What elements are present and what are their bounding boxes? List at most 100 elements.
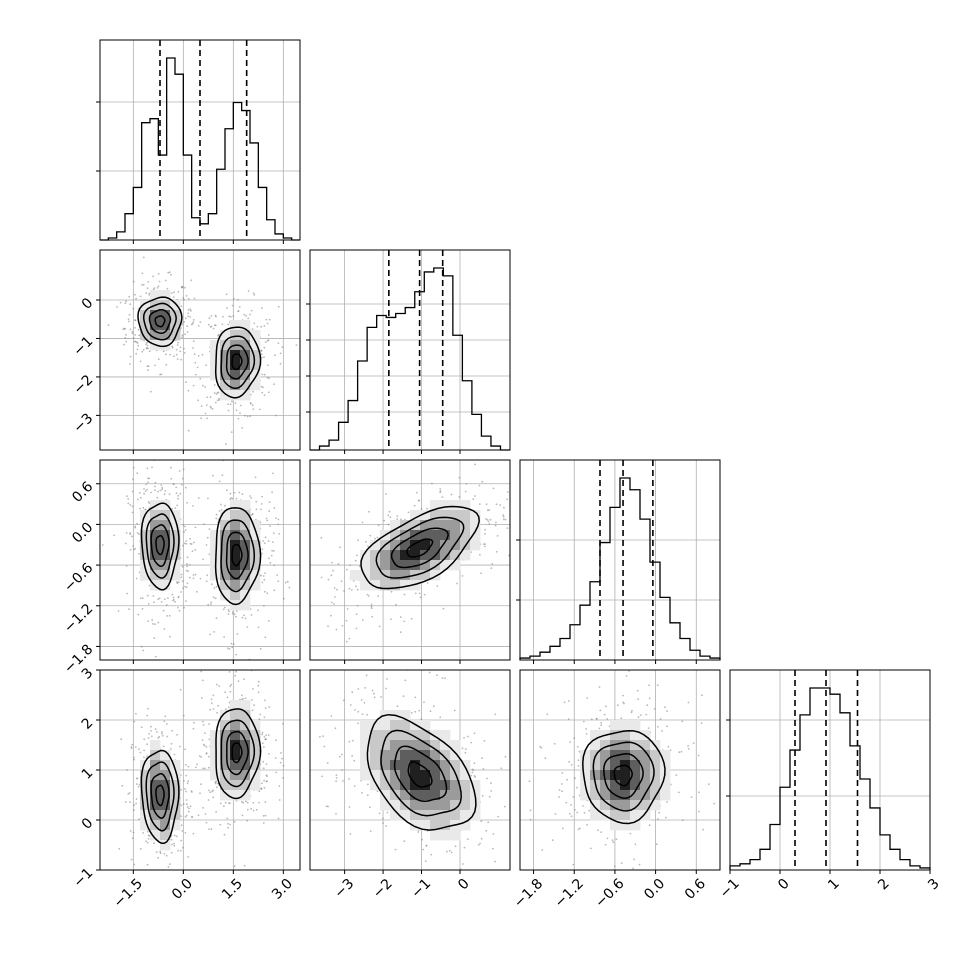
scatter-panel-2-0-point-1-257: [224, 504, 226, 507]
y-tick-label-2-1: −1.2: [61, 601, 96, 636]
scatter-panel-3-0-point-0-332: [137, 785, 140, 788]
scatter-panel-3-0-point-0-60: [126, 769, 129, 771]
scatter-panel-3-0-cell-15-8: [250, 750, 261, 761]
scatter-panel-3-0-point-1-267: [255, 808, 258, 811]
scatter-panel-1-0-point-0-191: [134, 319, 137, 322]
scatter-panel-3-0-point-1-48: [201, 739, 204, 741]
scatter-panel-3-2-cell-7-10: [590, 770, 601, 781]
scatter-panel-3-2-cell-14-8: [660, 750, 671, 761]
scatter-panel-2-0-cell-13-4: [230, 500, 241, 511]
scatter-panel-3-0-cell-13-6: [230, 730, 241, 741]
scatter-panel-2-1-point-0-119: [327, 625, 329, 628]
scatter-panel-2-0-point-0-256: [184, 529, 187, 531]
scatter-panel-3-0-point-1-82: [212, 708, 215, 710]
scatter-panel-3-1-cell-10-9: [410, 760, 421, 771]
scatter-panel-1-0-point-1-57: [253, 322, 256, 325]
scatter-panel-1-0-cell-6-5: [160, 300, 171, 311]
scatter-panel-2-1-cell-15-6: [460, 520, 471, 531]
scatter-panel-1-0-point-0-241: [181, 334, 184, 337]
scatter-panel-2-1-point-0-138: [410, 617, 413, 620]
scatter-panel-3-1-point-0-295: [361, 792, 363, 794]
scatter-panel-3-2-cell-14-12: [660, 790, 671, 801]
scatter-panel-3-0-cell-14-4: [240, 710, 251, 721]
scatter-panel-2-0-point-1-171: [229, 498, 232, 501]
scatter-panel-3-0-point-1-75: [201, 679, 204, 682]
scatter-panel-2-0-point-1-363: [286, 580, 289, 583]
scatter-panel-3-2-point-0-95: [540, 746, 543, 749]
scatter-panel-3-1-cell-9-14: [400, 810, 411, 821]
scatter-panel-3-2-point-0-156: [681, 720, 684, 723]
scatter-panel-1-0-cell-12-13: [220, 380, 231, 391]
scatter-panel-3-0-point-0-354: [131, 743, 134, 746]
scatter-panel-3-0-cell-5-8: [150, 750, 161, 761]
scatter-panel-3-1-point-0-124: [392, 874, 394, 876]
scatter-panel-3-1-cell-12-8: [430, 750, 441, 761]
scatter-panel-3-1-contour-0-1: [380, 729, 462, 817]
scatter-panel-2-0-point-0-308: [136, 522, 138, 525]
scatter-panel-2-0-point-0-309: [117, 610, 120, 612]
scatter-panel-2-0-point-0-183: [129, 504, 132, 506]
scatter-panel-2-0-point-0-41: [158, 597, 161, 600]
scatter-panel-3-2-contour-0-1: [592, 741, 655, 812]
scatter-panel-3-2-cell-9-6: [610, 730, 621, 741]
scatter-panel-3-2-point-0-46: [622, 694, 624, 697]
scatter-panel-2-0-cell-7-9: [170, 550, 181, 561]
scatter-panel-3-0-point-1-356: [229, 685, 232, 688]
scatter-panel-3-1-point-0-276: [365, 674, 368, 677]
scatter-panel-3-0-point-0-184: [145, 840, 147, 843]
scatter-panel-1-0-point-1-328: [187, 389, 190, 392]
scatter-panel-3-0-cell-4-9: [140, 760, 151, 771]
scatter-panel-2-1-cell-11-10: [420, 560, 431, 571]
scatter-panel-3-0-point-0-246: [182, 803, 185, 805]
scatter-panel-2-0-point-1-295: [235, 615, 237, 618]
scatter-panel-1-0-point-1-186: [260, 385, 263, 388]
scatter-panel-3-2-point-0-177: [661, 730, 663, 732]
scatter-panel-3-0-cell-15-10: [250, 770, 261, 781]
scatter-panel-2-0-point-0-168: [192, 574, 195, 576]
scatter-panel-2-1-point-0-27: [407, 511, 410, 514]
scatter-panel-2-1-cell-5-12: [360, 580, 371, 591]
scatter-panel-1-0-point-1-85: [186, 325, 189, 327]
scatter-panel-1-0-point-1-175: [263, 394, 266, 396]
scatter-panel-3-0-point-1-377: [224, 691, 227, 694]
scatter-panel-1-0-point-1-294: [238, 306, 241, 308]
scatter-panel-3-0-cell-4-10: [140, 770, 151, 781]
scatter-panel-2-0-point-0-31: [132, 478, 134, 481]
scatter-panel-2-0-point-1-251: [278, 533, 281, 535]
scatter-panel-3-1-cell-10-10: [410, 770, 421, 781]
scatter-panel-3-0-point-0-277: [133, 804, 136, 807]
scatter-panel-1-0-point-0-207: [134, 340, 137, 343]
scatter-panel-3-1-cell-11-5: [420, 720, 431, 731]
scatter-panel-3-0-cell-6-13: [160, 800, 171, 811]
scatter-panel-3-2-frame: [519, 669, 721, 871]
scatter-panel-2-1-point-0-310: [488, 523, 491, 525]
scatter-panel-2-1-point-0-129: [426, 507, 428, 510]
scatter-panel-2-0-point-1-91: [210, 603, 212, 606]
scatter-panel-2-0-point-0-47: [129, 549, 132, 551]
scatter-panel-3-2-point-0-336: [586, 697, 589, 699]
scatter-panel-2-0-point-0-82: [177, 581, 180, 584]
scatter-panel-3-2-cell-11-5: [630, 720, 641, 731]
scatter-panel-3-0-point-1-128: [194, 766, 197, 769]
scatter-panel-3-2-cell-7-7: [590, 740, 601, 751]
scatter-panel-3-0-point-1-327: [208, 789, 210, 792]
scatter-panel-1-0-point-0-251: [134, 334, 137, 336]
scatter-panel-3-2-point-0-199: [604, 843, 607, 846]
scatter-panel-3-1-point-0-104: [338, 755, 341, 758]
scatter-panel-3-1-point-0-145: [340, 753, 343, 756]
scatter-panel-3-0-point-0-375: [179, 745, 181, 748]
scatter-panel-2-0-point-1-115: [263, 605, 265, 607]
scatter-panel-2-1-point-0-208: [371, 615, 374, 618]
scatter-panel-2-1-point-0-195: [480, 572, 482, 575]
scatter-panel-1-0-point-1-123: [228, 315, 231, 318]
scatter-panel-2-0-point-0-305: [143, 492, 146, 495]
scatter-panel-1-0-point-0-160: [127, 318, 130, 320]
scatter-panel-3-2-point-0-38: [598, 727, 601, 730]
scatter-panel-2-0-point-1-66: [282, 597, 285, 600]
scatter-panel-2-0-point-1-218: [211, 583, 213, 586]
scatter-panel-2-1-point-0-158: [504, 518, 507, 521]
scatter-panel-3-1-point-0-302: [464, 751, 467, 754]
scatter-panel-2-1-cell-11-7: [420, 530, 431, 541]
scatter-panel-1-0-cell-14-14: [240, 390, 251, 401]
scatter-panel-3-0-point-1-263: [268, 706, 271, 708]
